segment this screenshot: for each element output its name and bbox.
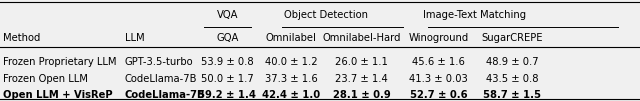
Text: 48.9 ± 0.7: 48.9 ± 0.7 — [486, 57, 538, 67]
Text: 42.4 ± 1.0: 42.4 ± 1.0 — [262, 90, 320, 100]
Text: LLM: LLM — [125, 33, 145, 43]
Text: 23.7 ± 1.4: 23.7 ± 1.4 — [335, 74, 388, 84]
Text: 40.0 ± 1.2: 40.0 ± 1.2 — [265, 57, 317, 67]
Text: 58.7 ± 1.5: 58.7 ± 1.5 — [483, 90, 541, 100]
Text: VQA: VQA — [216, 10, 238, 20]
Text: Frozen Proprietary LLM: Frozen Proprietary LLM — [3, 57, 116, 67]
Text: CodeLlama-7B: CodeLlama-7B — [125, 90, 205, 100]
Text: 53.9 ± 0.8: 53.9 ± 0.8 — [201, 57, 253, 67]
Text: Method: Method — [3, 33, 40, 43]
Text: 50.0 ± 1.7: 50.0 ± 1.7 — [201, 74, 253, 84]
Text: 59.2 ± 1.4: 59.2 ± 1.4 — [198, 90, 256, 100]
Text: Omnilabel: Omnilabel — [266, 33, 317, 43]
Text: GPT-3.5-turbo: GPT-3.5-turbo — [125, 57, 193, 67]
Text: Frozen Open LLM: Frozen Open LLM — [3, 74, 88, 84]
Text: Winoground: Winoground — [408, 33, 468, 43]
Text: Omnilabel-Hard: Omnilabel-Hard — [323, 33, 401, 43]
Text: 28.1 ± 0.9: 28.1 ± 0.9 — [333, 90, 390, 100]
Text: 26.0 ± 1.1: 26.0 ± 1.1 — [335, 57, 388, 67]
Text: 43.5 ± 0.8: 43.5 ± 0.8 — [486, 74, 538, 84]
Text: 52.7 ± 0.6: 52.7 ± 0.6 — [410, 90, 467, 100]
Text: Object Detection: Object Detection — [284, 10, 369, 20]
Text: Image-Text Matching: Image-Text Matching — [423, 10, 527, 20]
Text: GQA: GQA — [216, 33, 238, 43]
Text: 45.6 ± 1.6: 45.6 ± 1.6 — [412, 57, 465, 67]
Text: Open LLM + VisReP: Open LLM + VisReP — [3, 90, 113, 100]
Text: 37.3 ± 1.6: 37.3 ± 1.6 — [265, 74, 317, 84]
Text: SugarCREPE: SugarCREPE — [481, 33, 543, 43]
Text: 41.3 ± 0.03: 41.3 ± 0.03 — [409, 74, 468, 84]
Text: CodeLlama-7B: CodeLlama-7B — [125, 74, 197, 84]
